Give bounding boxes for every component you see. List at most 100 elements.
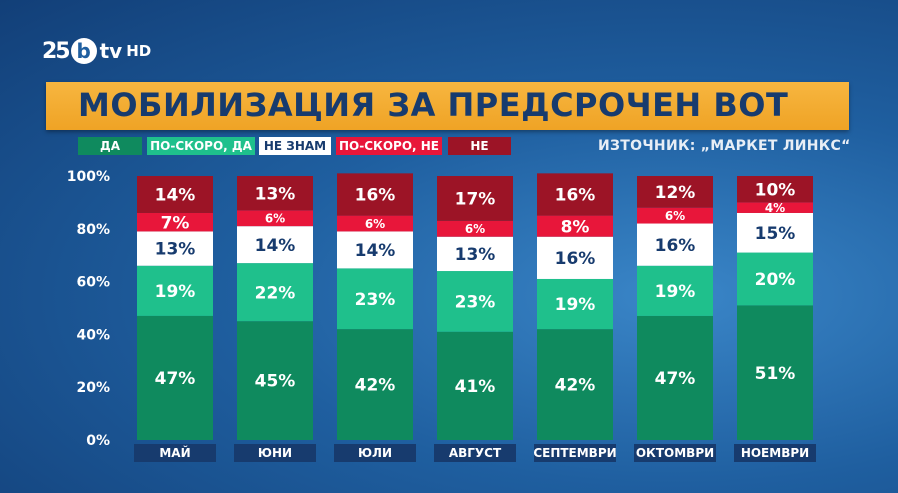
btv-b-icon: b: [70, 38, 97, 64]
data-label: 20%: [755, 270, 796, 290]
x-category-label: ОКТОМВРИ: [636, 446, 714, 460]
month-label-bg: [634, 444, 716, 462]
data-label: 47%: [155, 369, 196, 389]
data-label: 13%: [155, 240, 196, 260]
bar-segment: [137, 265, 213, 316]
month-label-bg: [134, 444, 216, 462]
data-label: 41%: [455, 377, 496, 397]
source-label: ИЗТОЧНИК: „МАРКЕТ ЛИНКС“: [598, 138, 851, 154]
bar-segment: [337, 215, 413, 232]
bar-segment: [137, 315, 213, 440]
data-label: 6%: [265, 212, 285, 226]
data-label: 16%: [555, 249, 596, 269]
data-label: 14%: [355, 241, 396, 261]
bar-segment: [437, 236, 513, 272]
y-tick-label: 40%: [76, 327, 110, 343]
bar-segment: [237, 263, 313, 322]
data-label: 51%: [755, 364, 796, 384]
data-label: 17%: [455, 190, 496, 210]
y-tick-label: 60%: [76, 275, 110, 291]
bar-segment: [437, 176, 513, 221]
bar-segment: [537, 278, 613, 330]
legend-item-ne-znam: НЕ ЗНАМ: [259, 137, 331, 155]
bar-segment: [737, 202, 813, 213]
data-label: 6%: [365, 217, 385, 231]
data-label: 14%: [255, 236, 296, 256]
data-label: 8%: [561, 217, 590, 237]
bar-segment: [537, 236, 613, 279]
bar-segment: [237, 226, 313, 264]
data-label: 14%: [155, 186, 196, 206]
data-label: 4%: [765, 201, 785, 215]
bar-segment: [437, 331, 513, 440]
bar-segment: [137, 231, 213, 266]
data-label: 23%: [455, 293, 496, 313]
data-label: 22%: [255, 283, 296, 303]
bar-segment: [637, 223, 713, 266]
y-tick-label: 80%: [76, 222, 110, 238]
btv-logo: 25 b tv HD: [42, 34, 151, 68]
legend-item-po-skoro-ne: ПО-СКОРО, НЕ: [336, 137, 442, 155]
title-bar: МОБИЛИЗАЦИЯ ЗА ПРЕДСРОЧЕН ВОТ: [46, 82, 849, 130]
data-label: 45%: [255, 372, 296, 392]
x-category-label: СЕПТЕМВРИ: [533, 446, 616, 460]
data-label: 42%: [355, 376, 396, 396]
bar-segment: [537, 329, 613, 440]
btv-tv-text: tv: [99, 39, 123, 63]
month-label-bg: [334, 444, 416, 462]
bar-segment: [237, 321, 313, 440]
y-tick-label: 0%: [86, 433, 110, 449]
chart-title: МОБИЛИЗАЦИЯ ЗА ПРЕДСРОЧЕН ВОТ: [78, 86, 789, 124]
data-label: 12%: [655, 183, 696, 203]
data-label: 15%: [755, 224, 796, 244]
anniversary-number: 25: [42, 38, 71, 64]
y-tick-label: 20%: [76, 380, 110, 396]
data-label: 16%: [555, 186, 596, 206]
legend: ДА ПО-СКОРО, ДА НЕ ЗНАМ ПО-СКОРО, НЕ НЕ: [0, 137, 898, 155]
month-label-bg: [434, 444, 516, 462]
bar-segment: [237, 210, 313, 227]
bar-segment: [737, 305, 813, 440]
hd-badge: HD: [126, 42, 152, 60]
data-label: 42%: [555, 376, 596, 396]
data-label: 13%: [455, 245, 496, 265]
legend-item-da: ДА: [78, 137, 142, 155]
bar-segment: [537, 215, 613, 237]
bar-segment: [537, 173, 613, 216]
x-category-label: ЮНИ: [258, 446, 292, 460]
bar-segment: [637, 315, 713, 440]
bar-segment: [337, 231, 413, 269]
data-label: 23%: [355, 290, 396, 310]
month-label-bg: [734, 444, 816, 462]
data-label: 16%: [655, 236, 696, 256]
bar-segment: [737, 176, 813, 203]
x-category-label: АВГУСТ: [449, 446, 502, 460]
x-category-label: ЮЛИ: [358, 446, 392, 460]
y-tick-label: 100%: [67, 169, 110, 185]
data-label: 19%: [155, 282, 196, 302]
bar-segment: [237, 176, 313, 211]
bar-segment: [437, 220, 513, 237]
bar-segment: [337, 329, 413, 440]
x-category-label: НОЕМВРИ: [741, 446, 809, 460]
bar-segment: [737, 252, 813, 306]
data-label: 7%: [161, 213, 190, 233]
data-label: 19%: [655, 282, 696, 302]
data-label: 47%: [655, 369, 696, 389]
bar-segment: [137, 212, 213, 232]
bar-segment: [637, 207, 713, 224]
data-label: 6%: [665, 209, 685, 223]
bar-segment: [737, 212, 813, 253]
bar-segment: [337, 173, 413, 216]
legend-item-po-skoro-da: ПО-СКОРО, ДА: [147, 137, 255, 155]
data-label: 13%: [255, 184, 296, 204]
legend-item-ne: НЕ: [448, 137, 511, 155]
x-category-label: МАЙ: [159, 445, 190, 460]
bar-segment: [137, 176, 213, 213]
bar-segment: [337, 268, 413, 330]
data-label: 19%: [555, 295, 596, 315]
bar-segment: [437, 271, 513, 332]
data-label: 10%: [755, 180, 796, 200]
data-label: 6%: [465, 222, 485, 236]
